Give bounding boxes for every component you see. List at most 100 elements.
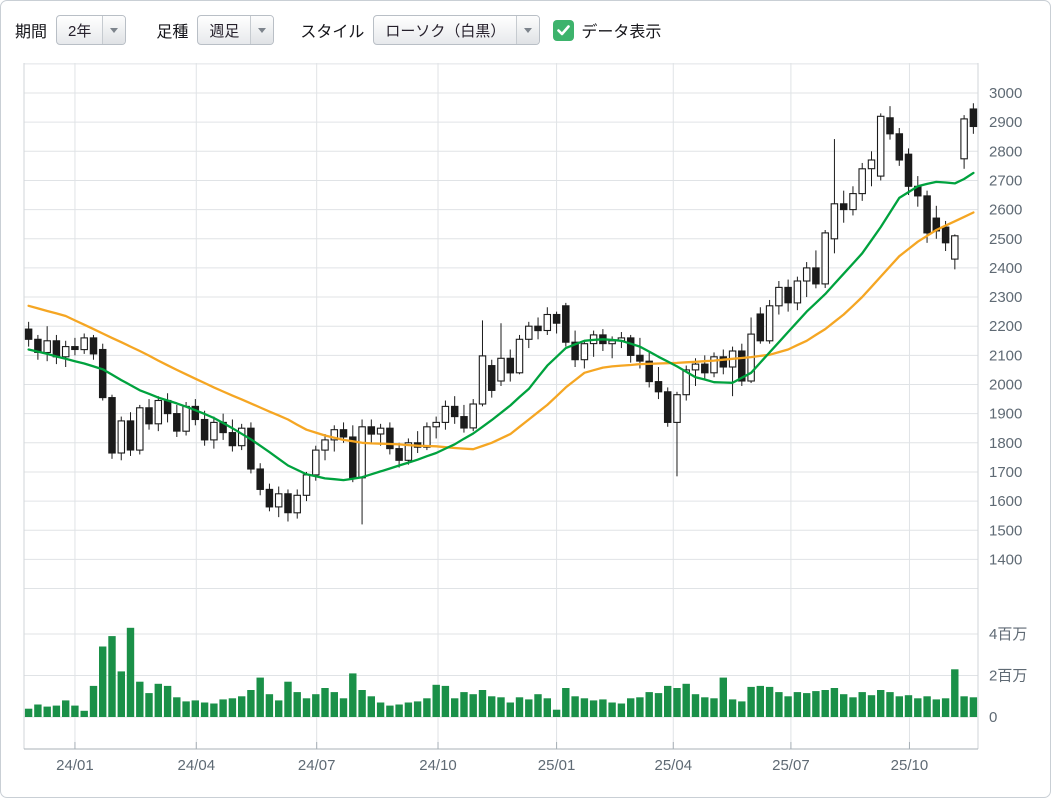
candlestick	[52, 340, 61, 358]
candlestick	[515, 338, 524, 374]
candlestick	[969, 108, 978, 128]
candlestick	[191, 405, 200, 421]
candlestick	[886, 117, 894, 135]
long-moving-average-line	[27, 211, 975, 451]
volume-bar	[673, 688, 681, 717]
volume-bar	[562, 688, 570, 717]
price-axis-label: 1500	[989, 522, 1022, 539]
style-select-value: ローソク（白黒）	[385, 22, 506, 40]
bar-type-select-arrow[interactable]	[250, 16, 274, 44]
candlestick	[552, 313, 561, 324]
candlestick	[404, 442, 413, 461]
volume-bar	[386, 705, 394, 717]
candlestick	[358, 426, 366, 479]
volume-bar	[654, 693, 663, 717]
volume-bar	[756, 685, 764, 717]
candlestick	[701, 363, 709, 374]
volume-bar	[877, 690, 885, 717]
chart-toolbar: 期間 2年 足種 週足 スタイル ローソク（白黒） データ表示	[15, 13, 661, 47]
volume-bar	[747, 686, 755, 717]
volume-bar	[108, 636, 116, 717]
candlestick	[423, 426, 431, 448]
candlestick	[941, 226, 950, 244]
x-axis-label: 25/04	[655, 757, 693, 774]
volume-bar	[219, 699, 227, 717]
candlestick	[478, 355, 487, 405]
volume-bar	[599, 699, 607, 717]
volume-axis-label: 4百万	[989, 626, 1027, 643]
price-axis-label: 2900	[989, 114, 1022, 131]
candlestick	[691, 363, 700, 371]
period-select[interactable]: 2年	[56, 15, 127, 45]
chevron-down-icon	[524, 27, 533, 33]
price-axis-label: 2500	[989, 231, 1022, 248]
volume-bar	[200, 702, 209, 717]
price-axis-label: 1700	[989, 464, 1022, 481]
volume-bar	[738, 701, 746, 717]
volume-bar	[238, 696, 246, 718]
volume-bar	[923, 696, 931, 718]
volume-bar	[432, 684, 440, 717]
candlestick	[793, 280, 802, 304]
x-axis-label: 24/04	[178, 757, 216, 774]
volume-bar	[52, 705, 61, 717]
candlestick	[654, 381, 663, 393]
candlestick	[349, 436, 357, 479]
candlestick	[710, 356, 718, 374]
candlestick	[497, 357, 505, 382]
volume-bar	[710, 698, 718, 717]
candlestick	[580, 343, 589, 361]
candlestick	[469, 403, 477, 429]
x-axis-label: 24/01	[56, 757, 94, 774]
candlestick	[154, 399, 163, 425]
price-axis-label: 2400	[989, 260, 1022, 277]
data-display-checkbox[interactable]	[553, 19, 575, 41]
candlestick	[525, 325, 533, 340]
x-axis-label: 25/10	[891, 757, 929, 774]
volume-bar	[293, 692, 301, 717]
style-select-arrow[interactable]	[516, 16, 540, 44]
candlestick	[626, 337, 635, 356]
candlestick	[775, 286, 783, 307]
candlestick	[210, 421, 218, 441]
price-axis-label: 1900	[989, 406, 1022, 423]
volume-bar	[71, 705, 79, 717]
price-axis-label: 2700	[989, 172, 1022, 189]
style-select[interactable]: ローソク（白黒）	[373, 15, 541, 45]
candlestick	[562, 305, 570, 343]
volume-bar	[275, 700, 283, 717]
volume-bar	[534, 694, 542, 717]
candlestick	[24, 328, 33, 340]
volume-axis-label: 2百万	[989, 668, 1027, 685]
candlestick	[839, 203, 848, 211]
candlestick	[673, 394, 681, 423]
candlestick	[61, 346, 70, 358]
volume-bar	[302, 698, 311, 717]
period-label: 期間	[15, 24, 48, 41]
volume-bar	[506, 702, 514, 717]
price-axis-label: 1600	[989, 493, 1022, 510]
price-axis-label: 2300	[989, 289, 1022, 306]
candlestick	[237, 427, 246, 447]
candlestick	[367, 426, 376, 435]
candlestick	[71, 346, 79, 351]
candlestick	[904, 153, 913, 187]
candlestick	[432, 421, 440, 428]
candlestick	[173, 413, 181, 432]
candlestick	[284, 493, 292, 514]
volume-bar	[256, 677, 264, 717]
volume-bar	[321, 688, 329, 717]
bar-type-select[interactable]: 週足	[197, 15, 275, 45]
candlestick-chart: 24/01 24/04 24/07 24/10 25/01 25/04 25/07 25/10…	[23, 63, 1027, 774]
candlestick	[312, 449, 320, 476]
volume-bar	[423, 698, 431, 717]
volume-bar	[99, 646, 107, 717]
volume-bar	[719, 677, 727, 717]
period-select-arrow[interactable]	[102, 16, 126, 44]
volume-bar	[117, 671, 125, 717]
short-moving-average-line	[27, 171, 975, 482]
volume-bar	[775, 692, 783, 717]
volume-bar	[182, 701, 190, 717]
price-axis-label: 1800	[989, 435, 1022, 452]
